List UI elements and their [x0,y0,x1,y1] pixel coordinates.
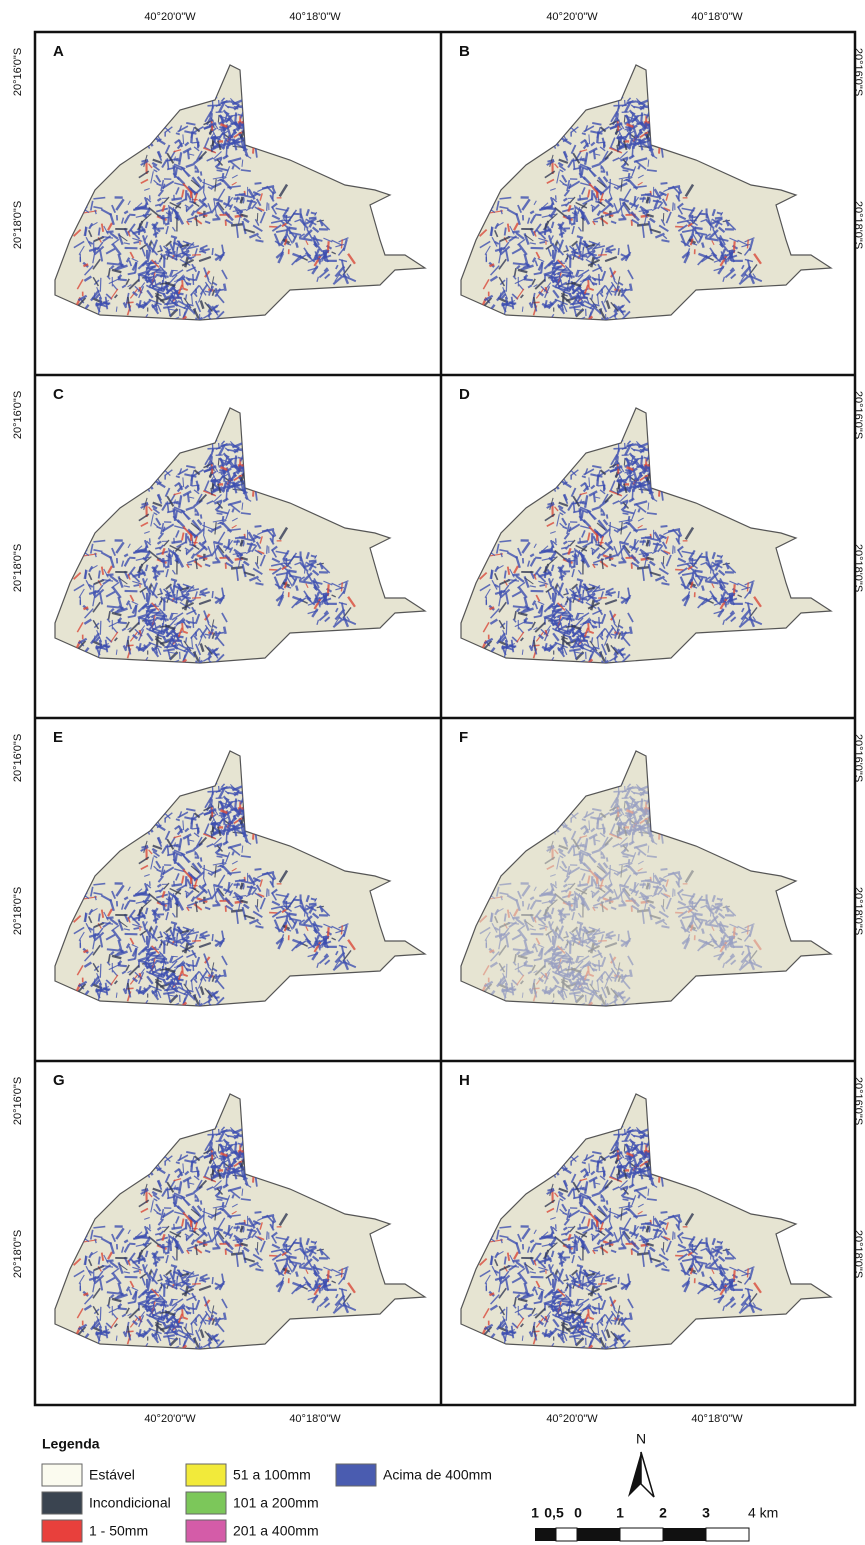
legend-swatch [185,1519,227,1543]
longitude-label: 40°20'0"W [144,11,196,23]
latitude-label: 20°18'0"S [12,887,24,935]
latitude-label: 20°18'0"S [852,544,864,592]
panel-label: F [459,729,468,746]
longitude-label: 40°18'0"W [289,1413,341,1425]
legend-swatch [41,1463,83,1487]
scale-label: 4 km [748,1505,778,1521]
latitude-label: 20°18'0"S [12,201,24,249]
study-area [54,750,426,1007]
legend-swatch [41,1491,83,1515]
legend-label: 51 a 100mm [233,1467,311,1483]
latitude-label: 20°16'0"S [852,48,864,96]
map-panel: C [53,386,426,664]
scale-label: 0 [574,1505,582,1521]
north-arrow: N [628,1431,655,1498]
legend-swatch [41,1519,83,1543]
panel-label: E [53,729,63,746]
scale-label: 0,5 [544,1505,564,1521]
latitude-label: 20°18'0"S [852,201,864,249]
latitude-label: 20°16'0"S [12,734,24,782]
legend-swatch [185,1463,227,1487]
longitude-label: 40°18'0"W [691,1413,743,1425]
map-panel: G [53,1072,426,1350]
map-panel: F [459,729,832,1007]
longitude-label: 40°18'0"W [691,11,743,23]
map-panel: H [459,1072,832,1350]
map-panel: A [53,43,426,321]
panel-label: B [459,43,470,60]
study-area [460,64,832,321]
north-label: N [636,1431,646,1447]
study-area [54,1093,426,1350]
scale-bar [535,1527,750,1542]
latitude-label: 20°16'0"S [12,391,24,439]
scale-label: 1 [531,1505,539,1521]
latitude-label: 20°18'0"S [852,887,864,935]
legend-label: Estável [89,1467,135,1483]
panel-label: D [459,386,470,403]
study-area [460,1093,832,1350]
panel-label: H [459,1072,470,1089]
scale-label: 3 [702,1505,710,1521]
map-panel: D [459,386,832,664]
latitude-label: 20°16'0"S [12,1077,24,1125]
panel-label: A [53,43,64,60]
latitude-label: 20°16'0"S [12,48,24,96]
legend-label: Acima de 400mm [383,1467,492,1483]
latitude-label: 20°18'0"S [852,1230,864,1278]
latitude-label: 20°18'0"S [12,544,24,592]
map-panel: B [459,43,832,321]
longitude-label: 40°20'0"W [546,11,598,23]
scale-label: 2 [659,1505,667,1521]
study-area [54,64,426,321]
study-area [54,407,426,664]
legend-swatch [185,1491,227,1515]
latitude-label: 20°16'0"S [852,391,864,439]
longitude-label: 40°20'0"W [144,1413,196,1425]
longitude-label: 40°20'0"W [546,1413,598,1425]
legend-label: 101 a 200mm [233,1495,319,1511]
scale-label: 1 [616,1505,624,1521]
study-area [460,750,832,1007]
longitude-label: 40°18'0"W [289,11,341,23]
panel-label: G [53,1072,65,1089]
panel-label: C [53,386,64,403]
legend-label: Incondicional [89,1495,171,1511]
legend-label: 1 - 50mm [89,1523,148,1539]
legend-label: 201 a 400mm [233,1523,319,1539]
legend-title: Legenda [42,1436,100,1452]
latitude-label: 20°18'0"S [12,1230,24,1278]
study-area [460,407,832,664]
latitude-label: 20°16'0"S [852,1077,864,1125]
legend-swatch [335,1463,377,1487]
latitude-label: 20°16'0"S [852,734,864,782]
map-panel: E [53,729,426,1007]
